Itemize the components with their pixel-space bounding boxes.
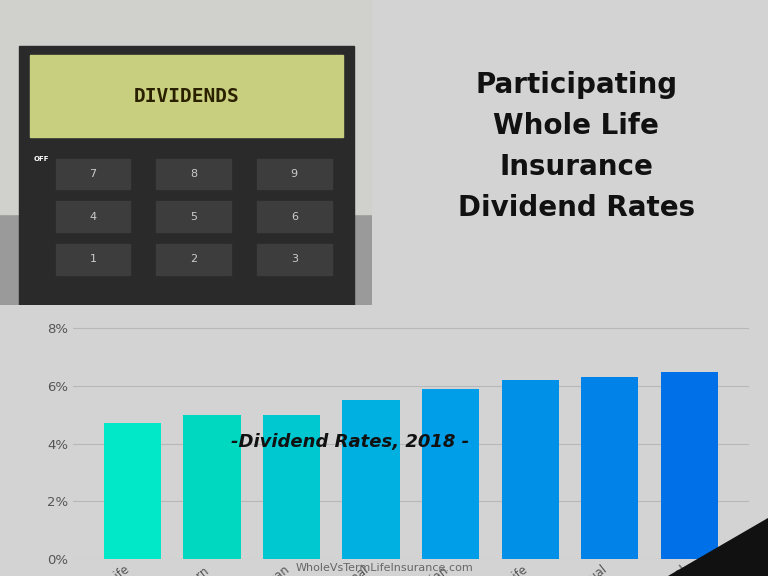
Text: Participating
Whole Life
Insurance
Dividend Rates: Participating Whole Life Insurance Divid… [458,71,695,222]
Bar [257,159,332,190]
Text: 4: 4 [90,212,97,222]
Bar [56,202,131,232]
Bar [502,380,559,559]
Bar [422,389,479,559]
Polygon shape [30,55,343,138]
Bar [257,202,332,232]
Bar [343,400,399,559]
Bar [56,244,131,275]
Bar [257,244,332,275]
Text: -Dividend Rates, 2018 -: -Dividend Rates, 2018 - [231,433,469,451]
Bar [157,202,231,232]
Text: 2: 2 [190,255,197,264]
Bar [157,244,231,275]
Text: 6: 6 [291,212,298,222]
Text: DIVIDENDS: DIVIDENDS [134,86,239,105]
Bar [104,423,161,559]
Bar [157,159,231,190]
Polygon shape [668,518,768,576]
Bar [581,377,638,559]
Bar [263,415,320,559]
Bar [184,415,240,559]
Text: 1: 1 [90,255,97,264]
Text: OFF: OFF [33,156,48,162]
Polygon shape [18,46,354,305]
Text: 3: 3 [291,255,298,264]
Text: WholeVsTermLifeInsurance.com: WholeVsTermLifeInsurance.com [295,563,473,573]
Bar [56,159,131,190]
Bar [660,372,718,559]
Text: 8: 8 [190,169,197,179]
Text: 7: 7 [90,169,97,179]
Polygon shape [0,0,372,214]
Text: 9: 9 [291,169,298,179]
Text: 5: 5 [190,212,197,222]
